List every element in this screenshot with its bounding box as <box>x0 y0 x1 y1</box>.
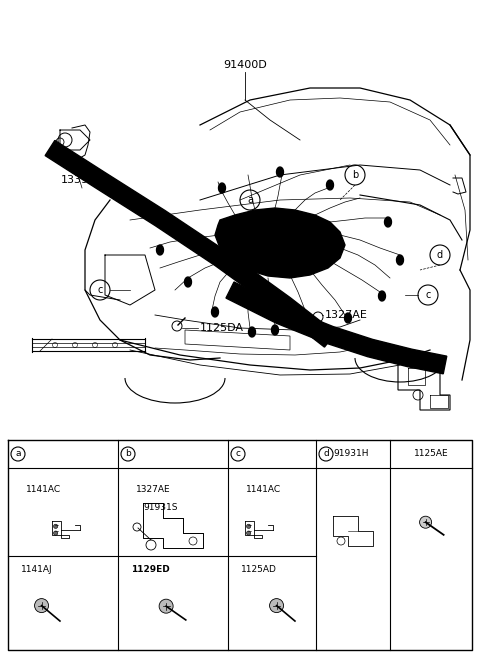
Text: d: d <box>437 250 443 260</box>
Polygon shape <box>345 313 351 323</box>
Text: c: c <box>97 285 103 295</box>
Text: 1125AE: 1125AE <box>414 449 448 459</box>
Text: a: a <box>15 449 21 459</box>
Polygon shape <box>326 180 334 190</box>
Circle shape <box>72 342 77 348</box>
Text: 1327AE: 1327AE <box>325 310 368 320</box>
Text: 1141AC: 1141AC <box>26 485 61 495</box>
Polygon shape <box>272 325 278 335</box>
Circle shape <box>159 599 173 613</box>
Circle shape <box>420 516 432 528</box>
Polygon shape <box>192 240 199 250</box>
Text: 1125AD: 1125AD <box>241 565 277 575</box>
Polygon shape <box>309 325 315 335</box>
Polygon shape <box>215 208 345 278</box>
Text: 1141AC: 1141AC <box>246 485 281 495</box>
Circle shape <box>54 524 58 529</box>
Circle shape <box>52 342 58 348</box>
Text: 91931H: 91931H <box>333 449 369 459</box>
Polygon shape <box>156 245 164 255</box>
Text: 1125DA: 1125DA <box>200 323 244 333</box>
Text: c: c <box>236 449 240 459</box>
Text: 1141AJ: 1141AJ <box>21 565 53 575</box>
Polygon shape <box>184 277 192 287</box>
Text: 91400D: 91400D <box>223 60 267 70</box>
Polygon shape <box>276 167 284 177</box>
Text: b: b <box>125 449 131 459</box>
Circle shape <box>270 599 284 613</box>
Polygon shape <box>218 183 226 193</box>
Circle shape <box>93 342 97 348</box>
Text: 91931S: 91931S <box>143 504 178 512</box>
Text: c: c <box>425 290 431 300</box>
Circle shape <box>112 342 118 348</box>
Polygon shape <box>212 307 218 317</box>
Polygon shape <box>396 255 404 265</box>
Polygon shape <box>45 140 336 347</box>
Text: 13395A: 13395A <box>60 175 103 185</box>
Text: b: b <box>352 170 358 180</box>
Polygon shape <box>384 217 392 227</box>
Circle shape <box>247 531 251 535</box>
Circle shape <box>54 531 58 535</box>
Text: 1327AE: 1327AE <box>136 485 170 495</box>
Text: 1129ED: 1129ED <box>131 565 170 575</box>
Polygon shape <box>143 503 203 548</box>
Text: d: d <box>323 449 329 459</box>
Polygon shape <box>379 291 385 301</box>
Polygon shape <box>249 327 255 337</box>
Polygon shape <box>333 516 373 546</box>
Circle shape <box>247 524 251 529</box>
Circle shape <box>35 599 48 613</box>
Polygon shape <box>226 282 447 374</box>
Text: a: a <box>247 195 253 205</box>
